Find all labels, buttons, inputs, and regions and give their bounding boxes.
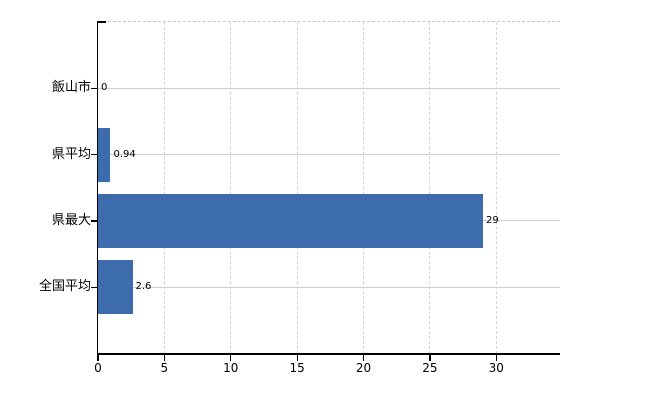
y-axis-line	[96, 22, 99, 354]
x-tick-label-25: 25	[422, 361, 438, 375]
x-axis-tick-mark	[362, 354, 365, 361]
x-tick-label-10: 10	[223, 361, 239, 375]
x-axis-tick-mark	[495, 354, 497, 361]
horizontal-gridline	[98, 87, 560, 89]
value-label-iiyama-shi: 0	[101, 82, 108, 94]
value-label-ken-heikin: 0.94	[113, 148, 136, 160]
y-axis-label-ken-saidai: 県最大	[51, 212, 91, 228]
horizontal-gridline	[98, 286, 560, 288]
vertical-gridline	[429, 22, 431, 354]
horizontal-gridline	[98, 154, 560, 156]
vertical-gridline	[296, 22, 298, 354]
x-axis-line	[96, 353, 560, 355]
y-axis-top-cap	[96, 21, 106, 23]
x-tick-label-20: 20	[355, 361, 372, 375]
vertical-gridline	[495, 22, 497, 354]
y-axis-tick-mark	[90, 220, 97, 222]
x-tick-label-30: 30	[488, 361, 504, 375]
y-axis-tick-mark	[90, 286, 97, 288]
vertical-gridline	[163, 22, 165, 354]
x-axis-tick-mark	[97, 354, 99, 361]
value-label-ken-saidai: 29	[486, 214, 499, 226]
y-axis-label-zenkoku-heikin: 全国平均	[38, 279, 91, 295]
y-axis-label-ken-heikin: 県平均	[51, 146, 91, 162]
plot-top-border	[98, 21, 560, 22]
x-axis-tick-mark	[429, 354, 431, 361]
bar-ken-saidai	[98, 193, 483, 248]
x-tick-label-0: 0	[94, 361, 102, 375]
value-label-zenkoku-heikin: 2.6	[135, 281, 152, 293]
bar-ken-heikin	[98, 127, 111, 182]
x-tick-label-5: 5	[160, 361, 169, 375]
y-axis-label-iiyama-shi: 飯山市	[51, 80, 91, 96]
vertical-gridline	[363, 22, 365, 354]
x-axis-tick-mark	[296, 354, 298, 361]
x-axis-tick-mark	[163, 354, 166, 361]
x-axis-tick-mark	[230, 354, 232, 361]
x-tick-label-15: 15	[289, 361, 305, 375]
y-axis-tick-mark	[90, 87, 97, 89]
vertical-gridline	[230, 22, 232, 354]
y-axis-tick-mark	[90, 154, 97, 156]
bar-zenkoku-heikin	[98, 260, 133, 315]
